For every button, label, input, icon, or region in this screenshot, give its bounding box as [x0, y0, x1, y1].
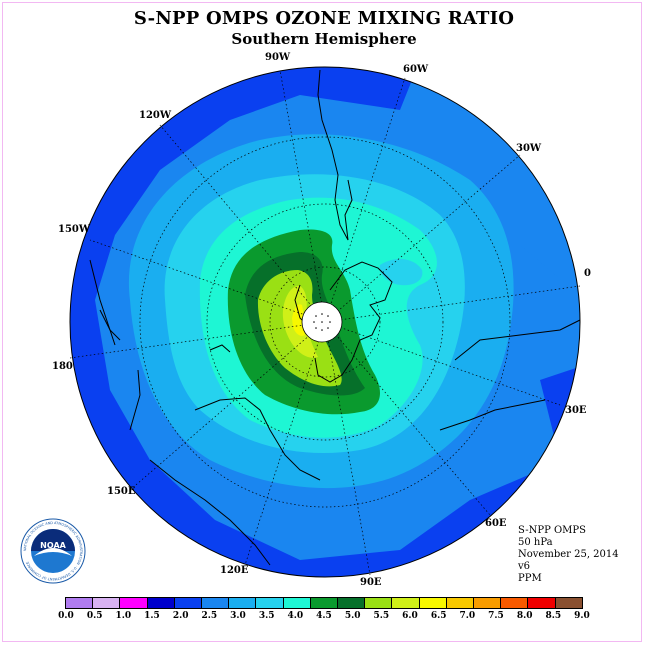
- colorbar-tick-label: 0.0: [58, 611, 74, 621]
- lon-label-30e: 30E: [565, 405, 587, 416]
- colorbar-swatch: [501, 598, 529, 608]
- figure-title: S-NPP OMPS OZONE MIXING RATIO: [133, 8, 515, 29]
- colorbar-tick-label: 2.5: [201, 611, 218, 621]
- noaa-logo-text: NOAA: [40, 541, 66, 550]
- info-instrument: S-NPP OMPS: [518, 525, 586, 536]
- figure-subtitle: Southern Hemisphere: [231, 30, 417, 48]
- lon-label-120e: 120E: [220, 565, 249, 576]
- colorbar: [65, 597, 583, 609]
- colorbar-swatch: [120, 598, 148, 608]
- colorbar-tick-label: 4.0: [287, 611, 304, 621]
- colorbar-tick-label: 7.0: [459, 611, 476, 621]
- colorbar-tick-label: 8.0: [516, 611, 533, 621]
- colorbar-swatch: [419, 598, 447, 608]
- colorbar-tick-label: 3.5: [258, 611, 275, 621]
- colorbar-tick-label: 4.5: [316, 611, 332, 621]
- colorbar-swatch: [66, 598, 94, 608]
- info-date: November 25, 2014: [518, 549, 619, 560]
- colorbar-swatch: [392, 598, 420, 608]
- colorbar-tick-label: 1.0: [115, 611, 132, 621]
- latitude-gridlines: [139, 136, 511, 508]
- lon-label-120w: 120W: [139, 110, 172, 121]
- info-level: 50 hPa: [518, 537, 553, 548]
- colorbar-tick-label: 6.5: [430, 611, 447, 621]
- colorbar-swatch: [93, 598, 121, 608]
- colorbar-tick-label: 2.0: [172, 611, 189, 621]
- colorbar-swatch: [474, 598, 502, 608]
- colorbar-tick-label: 5.5: [373, 611, 390, 621]
- colorbar-swatch: [229, 598, 257, 608]
- longitude-gridlines: [69, 69, 581, 576]
- colorbar-swatch: [256, 598, 284, 608]
- colorbar-swatch: [528, 598, 556, 608]
- lon-label-150w: 150W: [58, 224, 91, 235]
- colorbar-swatch: [365, 598, 393, 608]
- colorbar-tick-label: 1.5: [144, 611, 160, 621]
- colorbar-swatch: [446, 598, 475, 608]
- colorbar-swatch: [174, 598, 203, 608]
- lon-label-60w: 60W: [403, 64, 429, 75]
- colorbar-tick-label: 8.5: [545, 611, 562, 621]
- map-boundary: [69, 66, 581, 578]
- pole-dots: [313, 313, 331, 331]
- figure-border: [2, 2, 642, 642]
- lon-label-90w: 90W: [265, 52, 291, 63]
- colorbar-swatch: [202, 598, 230, 608]
- info-version: v6: [518, 561, 531, 572]
- lon-label-60e: 60E: [485, 518, 507, 529]
- colorbar-tick-label: 3.0: [230, 611, 246, 621]
- lon-label-0: 0: [584, 268, 591, 279]
- colorbar-swatch: [310, 598, 339, 608]
- lon-label-150e: 150E: [107, 486, 136, 497]
- colorbar-tick-label: 7.5: [488, 611, 504, 621]
- lon-label-30w: 30W: [516, 143, 542, 154]
- coastlines: [89, 69, 581, 566]
- colorbar-tick-label: 9.0: [574, 611, 590, 621]
- lon-label-90e: 90E: [360, 577, 382, 588]
- colorbar-tick-label: 5.0: [344, 611, 361, 621]
- noaa-logo: NATIONAL OCEANIC AND ATMOSPHERIC ADMINIS…: [20, 518, 86, 584]
- info-units: PPM: [518, 573, 542, 584]
- colorbar-tick-label: 6.0: [402, 611, 418, 621]
- colorbar-swatch: [283, 598, 311, 608]
- colorbar-swatch: [555, 598, 582, 608]
- colorbar-tick-label: 0.5: [86, 611, 103, 621]
- colorbar-swatch: [147, 598, 175, 608]
- colorbar-swatch: [338, 598, 366, 608]
- lon-label-180: 180: [52, 361, 73, 372]
